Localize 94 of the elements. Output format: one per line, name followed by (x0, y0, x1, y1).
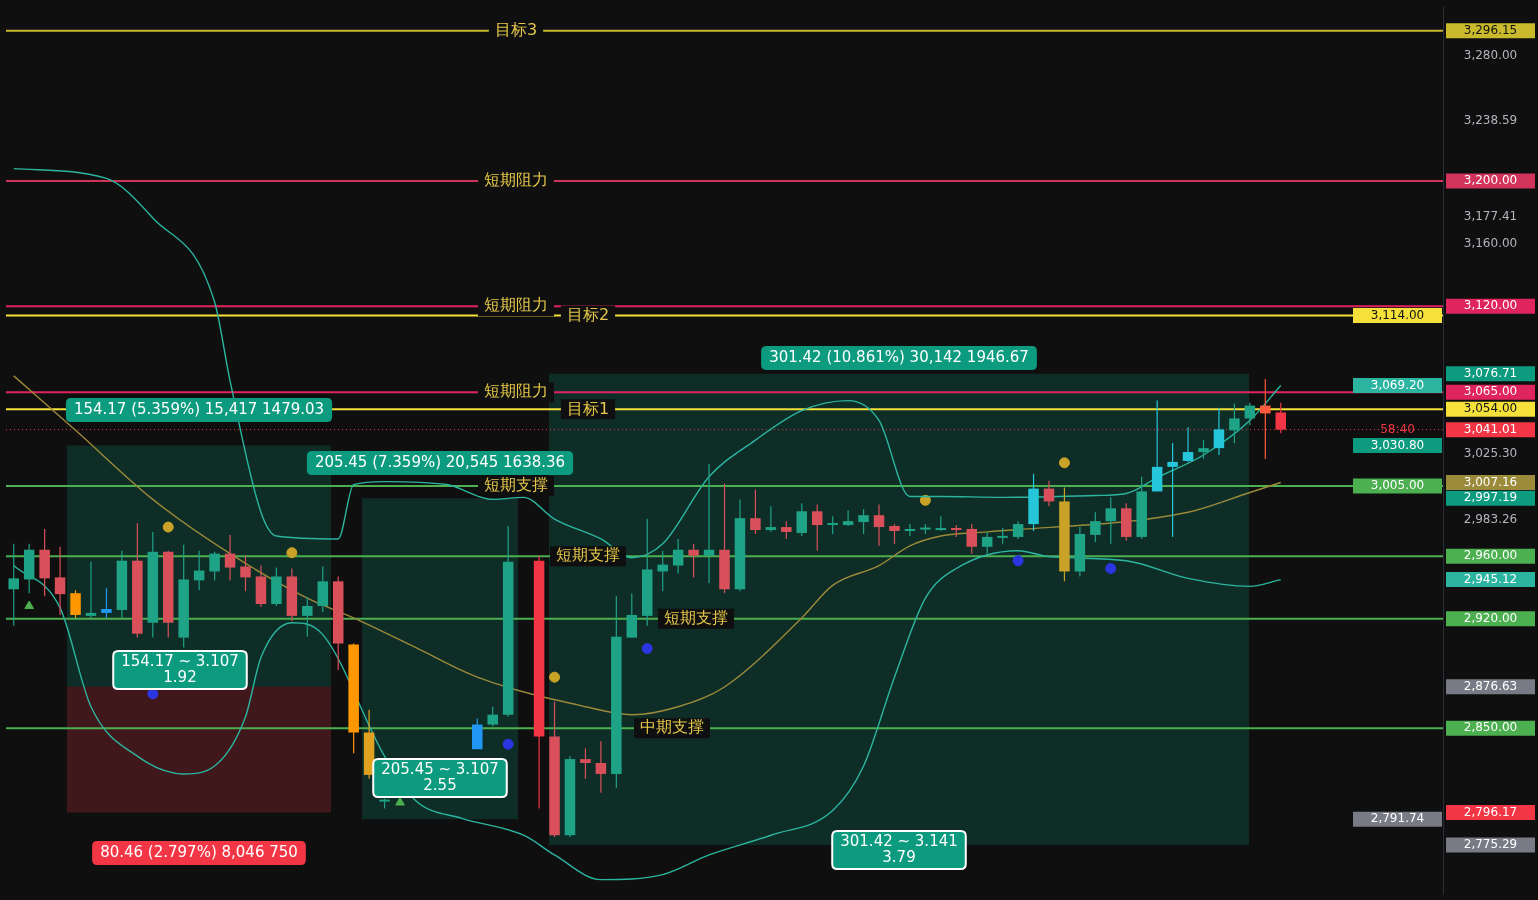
point (502, 738, 514, 750)
y-tick-label: 2,876.63 (1463, 678, 1518, 693)
candlestick (1090, 511, 1101, 543)
point (641, 643, 653, 655)
y-tick-label: 3,054.00 (1463, 401, 1518, 416)
y-tick-label: 3,065.00 (1463, 384, 1518, 399)
y-tick-label: 2,983.26 (1463, 512, 1518, 527)
candlestick (842, 509, 854, 527)
y2-tick-label: 3,114.00 (1370, 307, 1425, 322)
candlestick (1167, 442, 1178, 538)
annotation: 154.17 ~ 3.107 1.92 (121, 651, 239, 686)
candlestick (796, 502, 808, 537)
candlestick (224, 534, 236, 581)
point (395, 797, 405, 806)
candlestick (904, 523, 916, 537)
candlestick (626, 592, 638, 639)
band-label: 301.42 (10.861%) 30,142 1946.67 (769, 347, 1029, 366)
ref-line-label: 目标1 (566, 398, 610, 418)
ref-line-label: 短期支撑 (484, 475, 548, 495)
candlestick (765, 505, 777, 533)
y-tick-label: 3,041.01 (1463, 421, 1518, 436)
y-tick-label: 3,160.00 (1463, 235, 1518, 250)
candlestick (1213, 407, 1225, 456)
y2-tick-label: 2,791.74 (1370, 811, 1425, 826)
ref-line-label: 短期阻力 (484, 170, 548, 190)
candlestick (1105, 496, 1117, 545)
y2-tick-label: 3,030.80 (1370, 437, 1425, 452)
y-tick-label: 3,238.59 (1463, 112, 1518, 127)
y-tick-label: 3,076.71 (1463, 365, 1518, 380)
candlestick (966, 523, 977, 555)
candlestick (1229, 402, 1240, 444)
candlestick (1182, 426, 1194, 463)
candlestick (811, 503, 823, 552)
y2-tick-label: 3,069.20 (1370, 377, 1425, 392)
point (919, 494, 931, 506)
candlestick (54, 546, 66, 616)
candlestick (688, 543, 699, 579)
candlestick (672, 538, 684, 575)
y-tick-label: 2,775.29 (1463, 837, 1518, 852)
point (286, 547, 298, 559)
band-label: 154.17 (5.359%) 15,417 1479.03 (73, 399, 325, 418)
candlestick (858, 508, 869, 535)
annotation: 301.42 ~ 3.141 3.79 (840, 831, 958, 866)
ref-line-label: 短期支撑 (556, 545, 620, 565)
y-tick-label: 3,177.41 (1463, 208, 1518, 223)
candlestick (873, 503, 885, 547)
point (162, 521, 174, 533)
y2-tick-label: 3,005.00 (1370, 478, 1425, 493)
line-series (13, 549, 1282, 881)
y-tick-label: 3,200.00 (1463, 173, 1518, 188)
point (1012, 555, 1024, 567)
candlestick (101, 587, 112, 619)
candlestick (595, 740, 607, 794)
candlestick (657, 550, 668, 592)
y-tick-label: 3,025.30 (1463, 446, 1518, 461)
ref-line-label: 中期支撑 (640, 717, 704, 737)
candlestick (240, 555, 251, 592)
y-tick-label: 2,920.00 (1463, 610, 1518, 625)
candlestick (70, 589, 81, 619)
ref-line-label: 目标2 (566, 304, 610, 324)
candlestick (981, 531, 993, 555)
candlestick (1260, 378, 1271, 460)
y-tick-label: 3,007.16 (1463, 474, 1518, 489)
y-tick-label: 2,960.00 (1463, 548, 1518, 563)
point (24, 600, 35, 610)
y-tick-label: 3,280.00 (1463, 48, 1518, 63)
y-tick-label: 2,796.17 (1463, 804, 1518, 819)
ref-line-label: 短期阻力 (484, 381, 548, 401)
candlestick (889, 523, 900, 545)
candlestick (85, 561, 97, 619)
ref-line-label: 目标3 (494, 19, 538, 39)
y-tick-label: 3,296.15 (1463, 22, 1518, 37)
line-series (13, 375, 1282, 716)
candlestick (580, 747, 591, 780)
ref-line-label: 短期支撑 (664, 608, 728, 627)
band-label: 80.46 (2.797%) 8,046 750 (100, 842, 298, 861)
point (1058, 457, 1070, 469)
candlestick (487, 706, 498, 728)
point (549, 671, 561, 683)
y-tick-label: 2,997.19 (1463, 490, 1518, 505)
annotation: 58:40 (1380, 421, 1415, 436)
annotation: 205.45 ~ 3.107 2.55 (381, 759, 499, 794)
candlestick (209, 551, 220, 581)
candlestick (1198, 439, 1209, 460)
y-tick-label: 3,120.00 (1463, 298, 1518, 313)
candlestick (302, 596, 313, 638)
candlestick (750, 488, 761, 535)
ref-line-label: 短期阻力 (484, 295, 548, 315)
y-tick-label: 2,945.12 (1463, 571, 1518, 586)
band-label: 205.45 (7.359%) 20,545 1638.36 (314, 452, 566, 471)
y-tick-label: 2,850.00 (1463, 720, 1518, 735)
candlestick (703, 463, 715, 584)
point (1105, 563, 1117, 574)
candlestick (8, 543, 19, 627)
